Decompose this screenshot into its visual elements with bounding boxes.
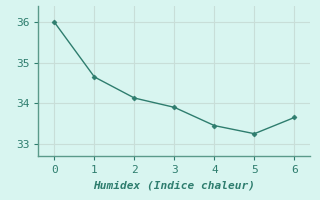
X-axis label: Humidex (Indice chaleur): Humidex (Indice chaleur) (93, 181, 255, 191)
